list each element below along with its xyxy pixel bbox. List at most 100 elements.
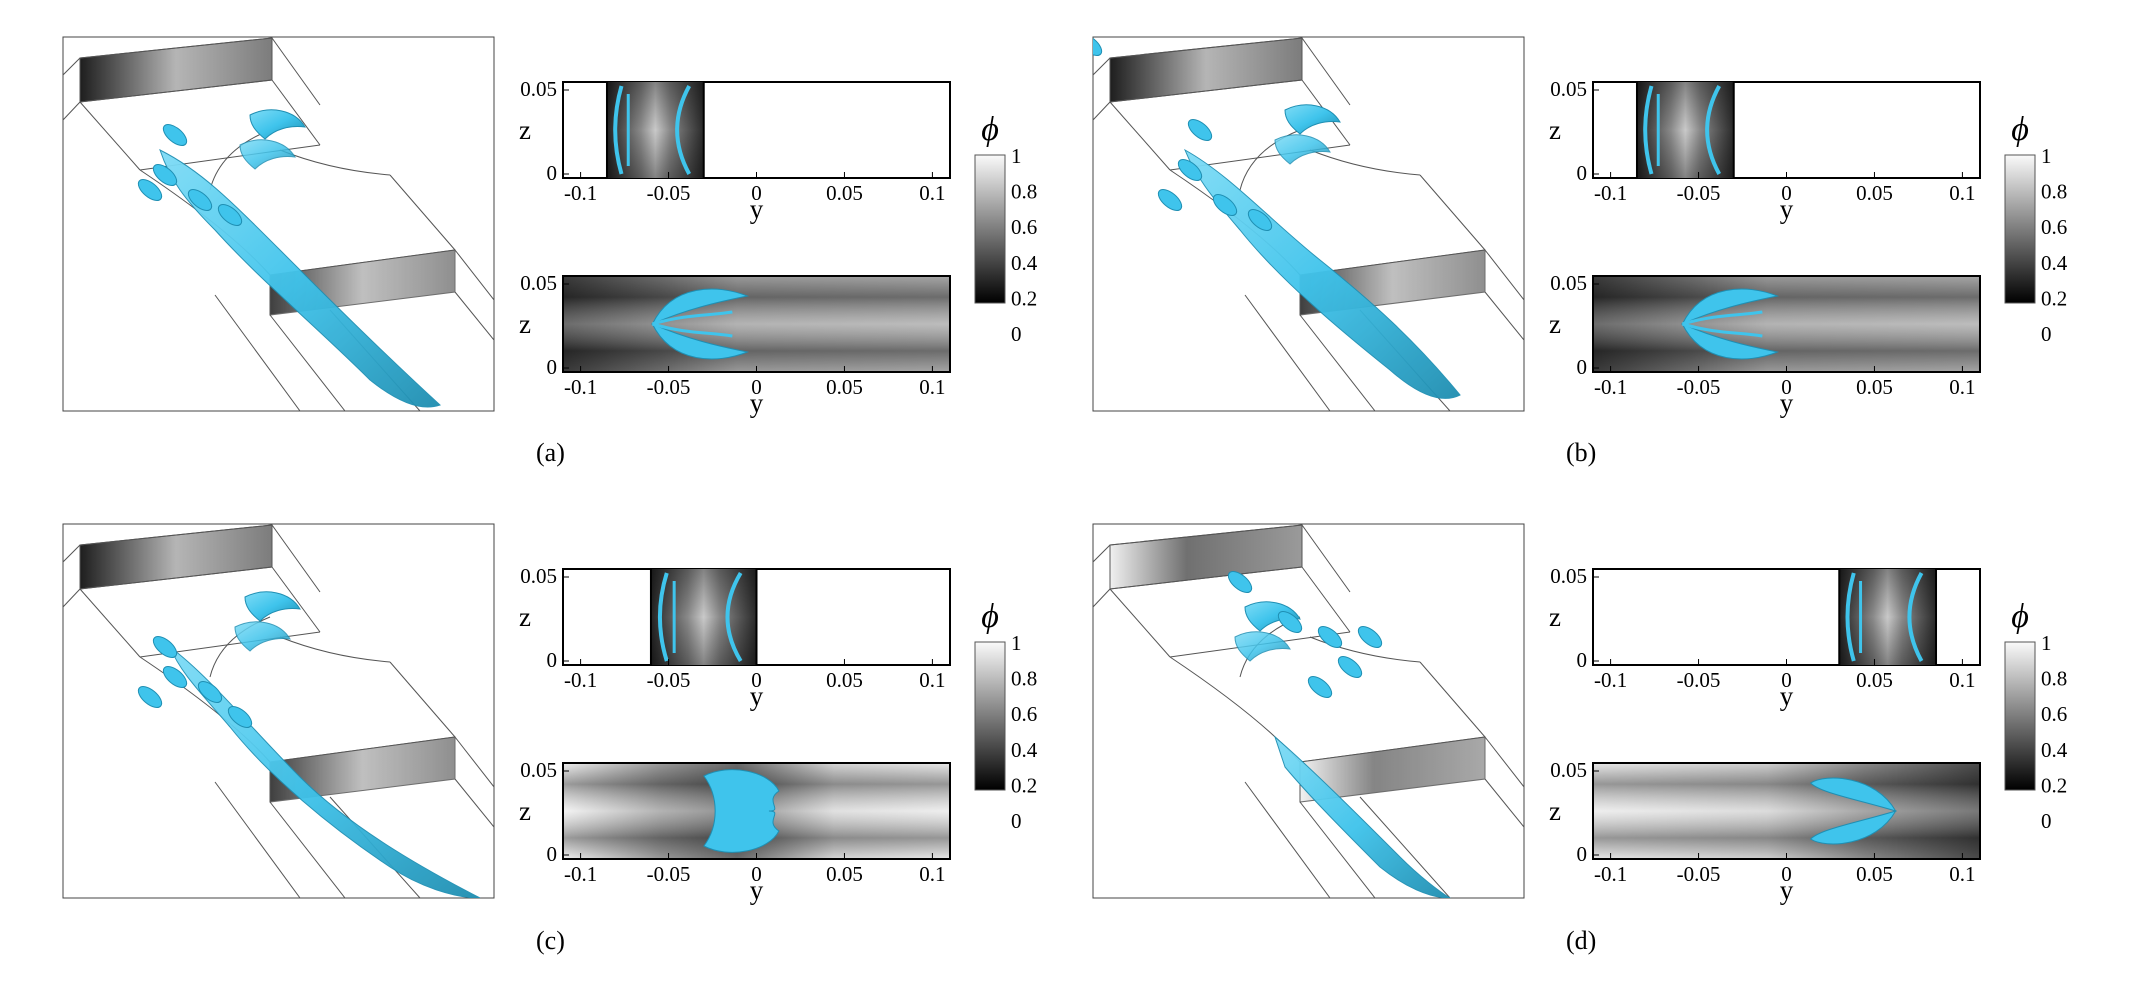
isosurface-fragment: [1337, 656, 1363, 678]
isosurface-phi: [137, 591, 481, 898]
top-slice-z-axis-label: z: [1549, 602, 1561, 632]
top-slice-z-tick-label: 0: [547, 648, 558, 672]
colorbar: [2004, 641, 2036, 791]
isosurface-cap: [1234, 631, 1291, 662]
bottom-slice-z-axis-label: z: [1549, 796, 1561, 826]
isosurface-phi: [137, 109, 441, 408]
top-slice-z-tick-label: 0.05: [520, 77, 557, 101]
isosurface-jet: [1273, 735, 1451, 898]
bottom-slice-y-tick-label: -0.05: [647, 862, 691, 886]
bottom-slice-z-tick-label: 0.05: [520, 758, 557, 782]
colorbar-tick-label: 0.6: [1011, 215, 1037, 239]
top-slice-y-tick-label: -0.1: [564, 668, 597, 692]
bottom-slice-y-tick-label: -0.05: [647, 375, 691, 399]
isosurface-fragment: [197, 681, 223, 703]
top-slice-x-axis-label: y: [1780, 194, 1794, 224]
bottom-slice-y-tick-label: 0: [751, 375, 762, 399]
isosurface-fragment: [1157, 189, 1183, 211]
panel-c-caption: (c): [536, 926, 565, 955]
isosurface-fragment: [1277, 611, 1303, 633]
bottom-slice-x-axis-label: y: [1780, 388, 1794, 418]
isosurface-cap: [249, 109, 306, 140]
top-slice-y-tick-label: 0.05: [826, 181, 863, 205]
isosurface-fragment: [227, 706, 253, 728]
top-slice-y-tick-label: -0.1: [564, 181, 597, 205]
colorbar-tick-label: 0.8: [1011, 667, 1037, 691]
domain-wireframe: [63, 524, 494, 898]
domain-wireframe: [1093, 37, 1524, 411]
bottom-slice-x-axis-label: y: [750, 388, 764, 418]
bottom-slice-y-tick-label: 0.05: [1856, 375, 1893, 399]
top-slice-y-tick-label: 0.05: [1856, 668, 1893, 692]
top-slice-y-tick-label: 0.05: [1856, 181, 1893, 205]
top-slice-z-tick-label: 0.05: [1550, 77, 1587, 101]
bottom-slice-z-axis-label: z: [519, 796, 531, 826]
colorbar-tick-label: 0: [1011, 809, 1022, 833]
top-slice-y-tick-label: -0.1: [1594, 668, 1627, 692]
bottom-slice-y-tick-label: 0.1: [1949, 375, 1975, 399]
top-slice-contour: [675, 85, 691, 175]
top-slice-y-tick-label: -0.05: [647, 668, 691, 692]
bottom-slice-y-tick-label: 0.05: [826, 862, 863, 886]
domain-wireframe: [63, 37, 494, 411]
top-slice-y-tick-label: 0.05: [826, 668, 863, 692]
colorbar-tick-label: 0.2: [1011, 286, 1037, 310]
isosurface-phi: [1227, 571, 1451, 898]
bottom-slice-z-tick-label: 0.05: [1550, 758, 1587, 782]
colorbar: [974, 154, 1006, 304]
panel-a-caption: (a): [536, 438, 565, 467]
top-slice-y-tick-label: 0.1: [919, 181, 945, 205]
top-slice-y-tick-label: 0: [751, 181, 762, 205]
isosurface-fragment: [152, 164, 178, 186]
colorbar-tick-label: 1: [1011, 631, 1022, 655]
isosurface-fragment: [162, 124, 188, 146]
isosurface-fragment: [1187, 119, 1213, 141]
isosurface-fragment: [152, 636, 178, 658]
bottom-slice-z-tick-label: 0: [547, 842, 558, 866]
bottom-slice-y-tick-label: -0.1: [1594, 862, 1627, 886]
top-slice-contour: [657, 572, 669, 662]
isosurface-cap: [1274, 134, 1331, 165]
top-slice-contour: [1643, 85, 1654, 175]
colorbar: [974, 641, 1006, 791]
bottom-slice-y-tick-label: -0.05: [1677, 862, 1721, 886]
colorbar: [2004, 154, 2036, 304]
bottom-slice-z-tick-label: 0: [1577, 355, 1588, 379]
top-slice-y-tick-label: 0.1: [1949, 181, 1975, 205]
bottom-slice-contour: [1681, 288, 1780, 360]
colorbar-tick-label: 0.8: [1011, 180, 1037, 204]
bottom-slice-y-tick-label: 0.1: [1949, 862, 1975, 886]
isosurface-fragment: [187, 189, 213, 211]
render-3d-frame: [62, 523, 495, 899]
isosurface-fragment: [1357, 626, 1383, 648]
bottom-slice-y-tick-label: 0: [1781, 375, 1792, 399]
top-slice-z-axis-label: z: [519, 602, 531, 632]
top-slice-z-axis-label: z: [1549, 115, 1561, 145]
colorbar-tick-label: 0: [2041, 322, 2052, 346]
isosurface-fragment: [1317, 626, 1343, 648]
top-slice-contour: [1907, 572, 1924, 662]
colorbar-label: ϕ: [2011, 111, 2029, 148]
isosurface-fragment: [1247, 209, 1273, 231]
colorbar-tick-label: 1: [1011, 144, 1022, 168]
isosurface-fragment: [1227, 571, 1253, 593]
bottom-slice-y-tick-label: 0: [1781, 862, 1792, 886]
top-slice-z-tick-label: 0: [1577, 648, 1588, 672]
isosurface-fragment: [1177, 159, 1203, 181]
top-slice-contour: [613, 85, 624, 175]
colorbar-tick-label: 0.8: [2041, 180, 2067, 204]
colorbar-tick-label: 0.6: [1011, 702, 1037, 726]
bottom-slice-z-tick-label: 0: [1577, 842, 1588, 866]
bottom-slice-contour: [651, 288, 750, 360]
colorbar-label: ϕ: [981, 598, 999, 635]
top-slice-z-tick-label: 0.05: [1550, 564, 1587, 588]
render-3d-frame: [1092, 523, 1525, 899]
top-slice-y-tick-label: -0.05: [1677, 181, 1721, 205]
top-slice-y-tick-label: -0.05: [647, 181, 691, 205]
top-slice-y-tick-label: -0.05: [1677, 668, 1721, 692]
colorbar-label: ϕ: [2011, 598, 2029, 635]
top-slice-y-tick-label: 0.1: [919, 668, 945, 692]
top-slice-y-tick-label: 0: [1781, 668, 1792, 692]
isosurface-fragment: [1307, 676, 1333, 698]
